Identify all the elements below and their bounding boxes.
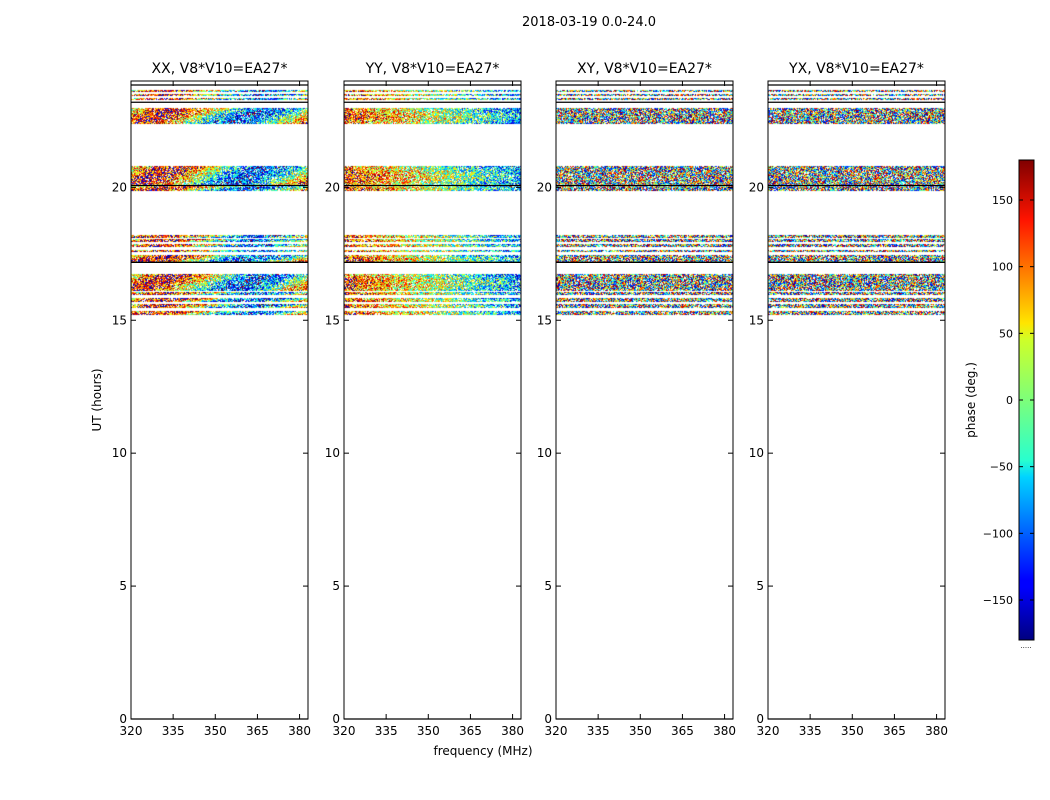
x-tick-label: 350	[204, 724, 227, 738]
panel-2-frame	[343, 80, 522, 720]
y-tick-label: 0	[544, 712, 552, 726]
panel-2: YY, V8*V10=EA27* 320 335 350 365 380 0 5 10 15 20	[325, 61, 524, 738]
heatmap-canvas	[556, 81, 733, 719]
y-tick-label: 10	[325, 446, 340, 460]
x-tick-label: 380	[713, 724, 736, 738]
colorbar-ticks: 150 100 50 0 −50 −100 −150	[983, 194, 1034, 607]
y-tick-label: 20	[749, 180, 764, 194]
x-tick-label: 365	[671, 724, 694, 738]
panels: XX, V8*V10=EA27*320 335 350 365 38005101520Y…	[112, 61, 948, 738]
y-tick-label: 15	[749, 313, 764, 327]
colorbar-tick-label: 0	[1006, 394, 1013, 407]
panel-3: XY, V8*V10=EA27* 320 335 350 365 380 0 5 10 15 20	[537, 61, 736, 738]
figure-title: 2018-03-19 0.0-24.0	[522, 15, 656, 30]
x-tick-label: 320	[545, 724, 568, 738]
panel-3-frame	[555, 80, 734, 720]
panel-4-title: YX, V8*V10=EA27*	[788, 61, 924, 77]
heatmap-canvas	[344, 81, 521, 719]
y-tick-label: 15	[112, 313, 127, 327]
heatmap-canvas	[131, 81, 308, 719]
panel-3-title: XY, V8*V10=EA27*	[577, 61, 712, 77]
x-tick-label: 380	[925, 724, 948, 738]
colorbar-tick-label: −100	[983, 527, 1013, 540]
colorbar-tick-label: −50	[990, 461, 1013, 474]
heatmap-canvas	[768, 81, 945, 719]
y-tick-label: 5	[544, 579, 552, 593]
x-tick-label: 380	[501, 724, 524, 738]
y-tick-label: 20	[112, 180, 127, 194]
panel-3-heatmap	[556, 81, 733, 719]
panel-4-heatmap	[768, 81, 945, 719]
colorbar-tick-label: 100	[992, 261, 1013, 274]
x-tick-label: 350	[629, 724, 652, 738]
colorbar-bottom-text: .....	[1020, 642, 1031, 650]
x-tick-label: 335	[375, 724, 398, 738]
y-tick-label: 10	[749, 446, 764, 460]
x-tick-label: 365	[459, 724, 482, 738]
x-tick-label: 335	[799, 724, 822, 738]
x-tick-label: 380	[288, 724, 311, 738]
x-tick-label: 350	[417, 724, 440, 738]
y-tick-label: 10	[112, 446, 127, 460]
y-tick-label: 5	[119, 579, 127, 593]
x-tick-label: 335	[587, 724, 610, 738]
x-tick-label: 365	[246, 724, 269, 738]
y-tick-label: 5	[332, 579, 340, 593]
panel-4: YX, V8*V10=EA27* 320 335 350 365 380 0 5 10 15 20	[749, 61, 948, 738]
panel-1-frame	[130, 80, 309, 720]
y-tick-label: 5	[756, 579, 764, 593]
y-tick-label: 10	[537, 446, 552, 460]
y-tick-label: 0	[119, 712, 127, 726]
panel-1: XX, V8*V10=EA27* 320 335 350 365 380 0 5 10 15 20	[112, 61, 311, 738]
colorbar-tick-label: 150	[992, 194, 1013, 207]
x-axis-label: frequency (MHz)	[433, 744, 532, 758]
x-tick-label: 320	[120, 724, 143, 738]
colorbar-tick-label: 50	[999, 327, 1013, 340]
y-tick-label: 0	[332, 712, 340, 726]
y-axis-label: UT (hours)	[90, 368, 104, 431]
x-tick-label: 365	[883, 724, 906, 738]
x-tick-label: 335	[162, 724, 185, 738]
x-tick-label: 350	[841, 724, 864, 738]
colorbar: 150 100 50 0 −50 −100 −150 phase (deg.) .....	[964, 159, 1035, 650]
y-tick-label: 15	[325, 313, 340, 327]
panel-1-heatmap	[131, 81, 308, 719]
panel-4-frame	[767, 80, 946, 720]
x-tick-label: 320	[333, 724, 356, 738]
y-tick-label: 20	[537, 180, 552, 194]
y-tick-label: 20	[325, 180, 340, 194]
colorbar-label: phase (deg.)	[964, 362, 978, 438]
x-tick-label: 320	[757, 724, 780, 738]
panel-2-heatmap	[344, 81, 521, 719]
colorbar-tick-label: −150	[983, 594, 1013, 607]
y-tick-label: 15	[537, 313, 552, 327]
y-tick-label: 0	[756, 712, 764, 726]
panel-2-title: YY, V8*V10=EA27*	[365, 61, 500, 77]
panel-1-title: XX, V8*V10=EA27*	[152, 61, 288, 77]
